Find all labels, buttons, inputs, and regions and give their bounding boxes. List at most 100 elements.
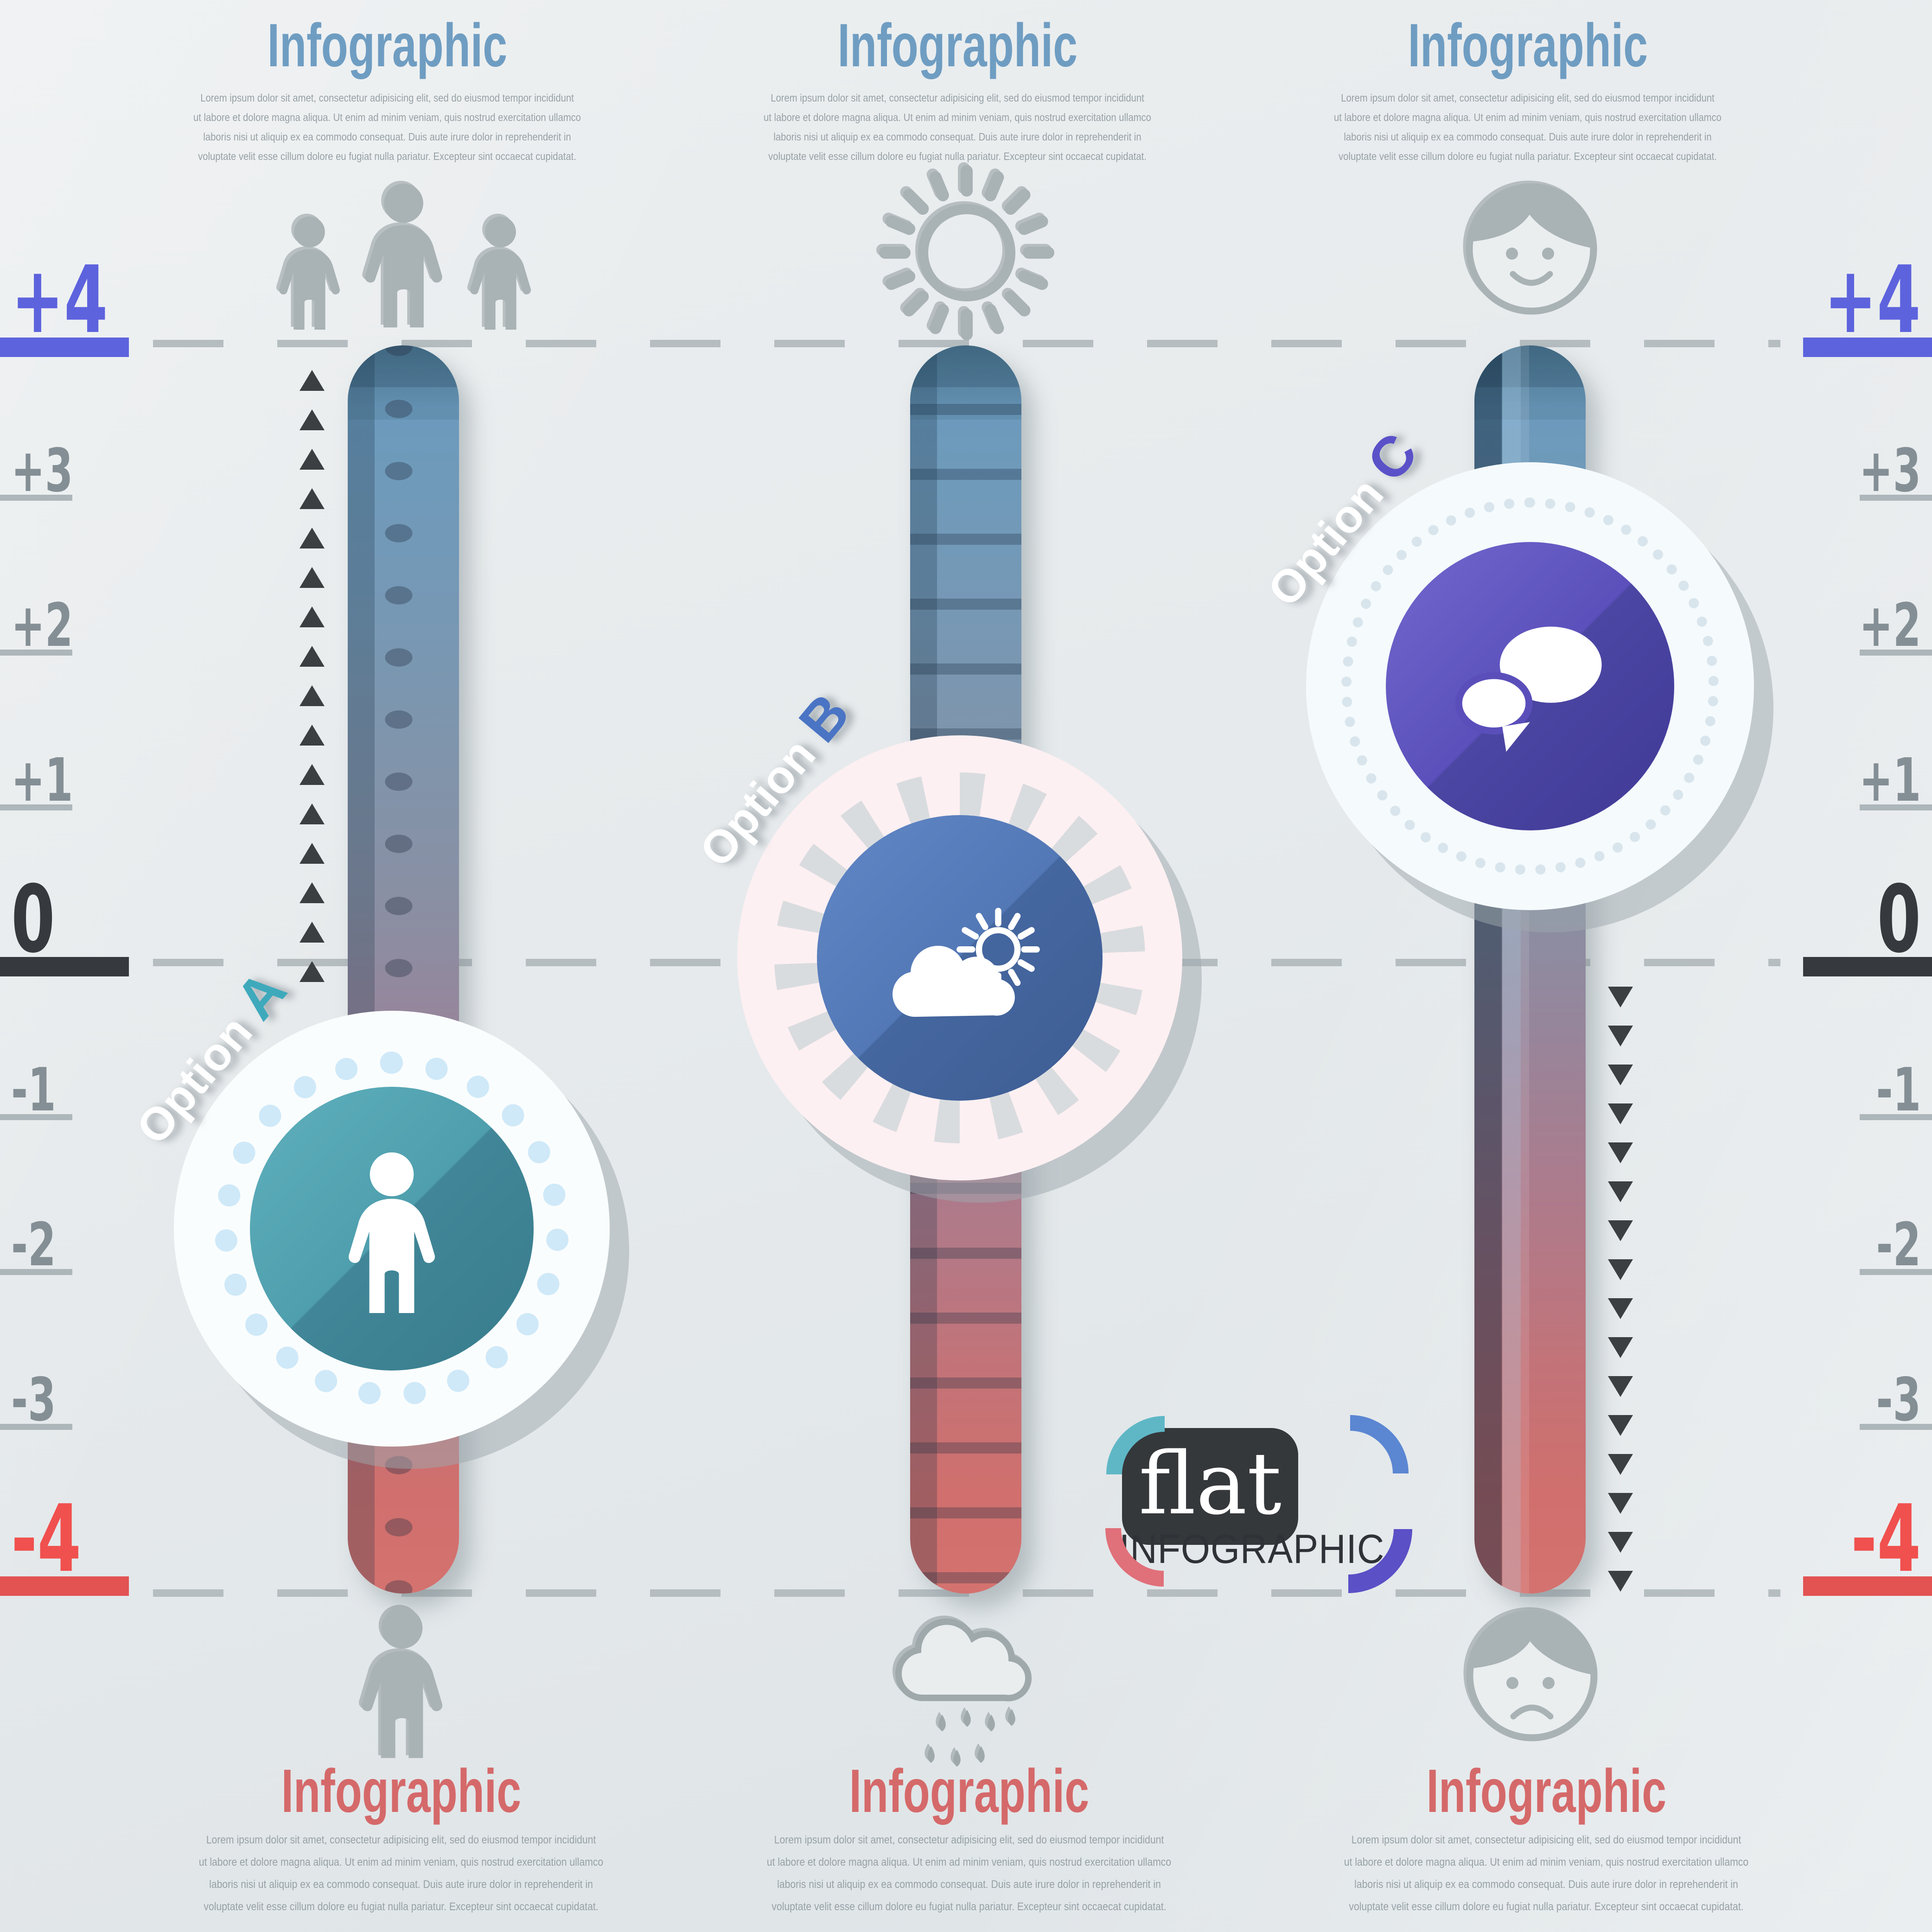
column-c-top-text: Lorem ipsum dolor sit amet, consectetur … <box>1334 92 1722 162</box>
scale-label-left-plus3: +3 <box>11 436 73 505</box>
scale-line-left-minus3 <box>0 1424 72 1430</box>
badge-c-circle <box>1386 542 1674 830</box>
column-a-bottom-text: Lorem ipsum dolor sit amet, consectetur … <box>198 1834 604 1913</box>
scale-bar-right-minus4 <box>1803 1576 1932 1596</box>
happy-face-icon <box>1466 183 1597 315</box>
rain-cloud-icon <box>895 1618 1032 1767</box>
down-triangle-tick <box>1608 1376 1633 1397</box>
down-triangle-tick <box>1608 1337 1633 1358</box>
down-triangle-tick <box>1608 1065 1633 1085</box>
column-a-top-text: Lorem ipsum dolor sit amet, consectetur … <box>193 92 581 162</box>
badge-b <box>737 735 1182 1180</box>
scale-label-left-minus3: -3 <box>11 1365 56 1435</box>
scale-bar-left-minus4 <box>0 1576 129 1596</box>
scale-bar-right-zero <box>1803 957 1932 976</box>
scale-line-right-plus1 <box>1860 804 1932 810</box>
up-triangle-tick <box>300 606 325 627</box>
scale-label-right-minus3: -3 <box>1876 1365 1921 1435</box>
up-triangle-tick <box>300 449 325 470</box>
scale-line-right-plus2 <box>1860 650 1932 656</box>
scale-line-left-plus1 <box>0 804 72 810</box>
scale-label-left-minus2: -2 <box>11 1211 56 1280</box>
scale-label-right-zero: 0 <box>1877 866 1921 974</box>
up-triangle-tick <box>300 764 325 785</box>
up-triangle-tick <box>300 370 325 391</box>
column-a-bottom-title: Infographic <box>281 1757 521 1825</box>
logo-corner-arc-teal <box>1106 1416 1165 1474</box>
person-icon <box>361 1607 443 1758</box>
scale-bar-left-zero <box>0 957 129 976</box>
column-b-top-text: Lorem ipsum dolor sit amet, consectetur … <box>764 92 1151 162</box>
down-triangle-tick <box>1608 1454 1633 1475</box>
down-triangle-tick <box>1608 1259 1633 1280</box>
up-triangle-tick <box>300 803 325 824</box>
chat-bubbles-icon <box>1455 626 1602 752</box>
scale-label-right-minus1: -1 <box>1876 1056 1921 1125</box>
sad-face-icon <box>1466 1610 1598 1741</box>
down-triangle-tick <box>1608 1026 1633 1046</box>
scale-label-right-plus1: +1 <box>1859 746 1921 815</box>
scale-line-left-minus2 <box>0 1269 72 1275</box>
person-icon <box>349 1152 435 1313</box>
scale-label-right-plus3: +3 <box>1859 436 1921 505</box>
scale-line-left-plus3 <box>0 495 72 501</box>
down-triangle-tick <box>1608 1220 1633 1241</box>
scale-label-left-zero: 0 <box>11 866 55 974</box>
logo-corner-arc-red <box>1105 1528 1164 1587</box>
column-c-bottom-title: Infographic <box>1426 1757 1666 1825</box>
up-triangle-tick <box>300 567 325 588</box>
badge-a <box>174 1011 610 1447</box>
column-b-bottom-title: Infographic <box>849 1757 1089 1825</box>
scale-line-right-plus3 <box>1860 495 1932 501</box>
sun-icon <box>879 165 1054 340</box>
down-triangle-tick <box>1608 1493 1633 1514</box>
people-group-icon <box>279 183 531 330</box>
scale-label-left-plus2: +2 <box>11 591 73 660</box>
up-triangle-tick <box>300 725 325 746</box>
column-c-top-title: Infographic <box>1408 11 1648 79</box>
up-triangle-tick <box>300 488 325 509</box>
scale-line-right-minus3 <box>1860 1424 1932 1430</box>
scale-label-left-minus1: -1 <box>11 1056 56 1125</box>
down-triangle-tick <box>1608 1103 1633 1124</box>
scale-line-right-minus2 <box>1860 1269 1932 1275</box>
scale-bar-right-plus4 <box>1803 338 1932 357</box>
scale-label-left-plus4: +4 <box>11 246 108 354</box>
up-triangle-tick <box>300 528 325 548</box>
scale-bar-left-plus4 <box>0 338 129 357</box>
scale-line-left-minus1 <box>0 1114 72 1120</box>
column-b-top-title: Infographic <box>837 11 1078 79</box>
up-triangle-tick <box>300 922 325 943</box>
column-b-bottom-text: Lorem ipsum dolor sit amet, consectetur … <box>766 1834 1172 1913</box>
down-triangle-tick <box>1608 1142 1633 1163</box>
scale-label-right-plus4: +4 <box>1824 246 1921 354</box>
column-c-bottom-text: Lorem ipsum dolor sit amet, consectetur … <box>1344 1834 1749 1913</box>
down-triangle-tick <box>1608 1571 1633 1592</box>
down-triangle-tick <box>1608 1298 1633 1319</box>
badge-c <box>1306 462 1754 910</box>
gridline-plus4 <box>153 340 1780 347</box>
scale-label-right-plus2: +2 <box>1859 591 1921 660</box>
scale-line-right-minus1 <box>1860 1114 1932 1120</box>
down-triangle-tick <box>1608 1532 1633 1553</box>
logo-corner-arc-blue <box>1350 1415 1409 1473</box>
up-triangle-tick <box>300 409 325 430</box>
scale-label-left-minus4: -4 <box>11 1485 82 1593</box>
up-triangle-tick <box>300 961 325 982</box>
up-triangle-tick <box>300 685 325 706</box>
scale-label-right-minus4: -4 <box>1850 1485 1921 1593</box>
badge-a-circle <box>250 1087 534 1371</box>
up-triangle-tick <box>300 843 325 864</box>
up-triangle-tick <box>300 882 325 903</box>
logo-corner-arc-purple <box>1348 1529 1412 1593</box>
up-triangle-tick <box>300 646 325 667</box>
cloud-sun-icon <box>893 907 1040 1017</box>
down-triangle-tick <box>1608 987 1633 1007</box>
scale-line-left-plus2 <box>0 650 72 656</box>
column-a-top-title: Infographic <box>267 11 507 79</box>
down-triangle-tick <box>1608 1415 1633 1436</box>
scale-label-right-minus2: -2 <box>1876 1211 1921 1280</box>
scale-label-left-plus1: +1 <box>11 746 73 815</box>
down-triangle-tick <box>1608 1181 1633 1202</box>
